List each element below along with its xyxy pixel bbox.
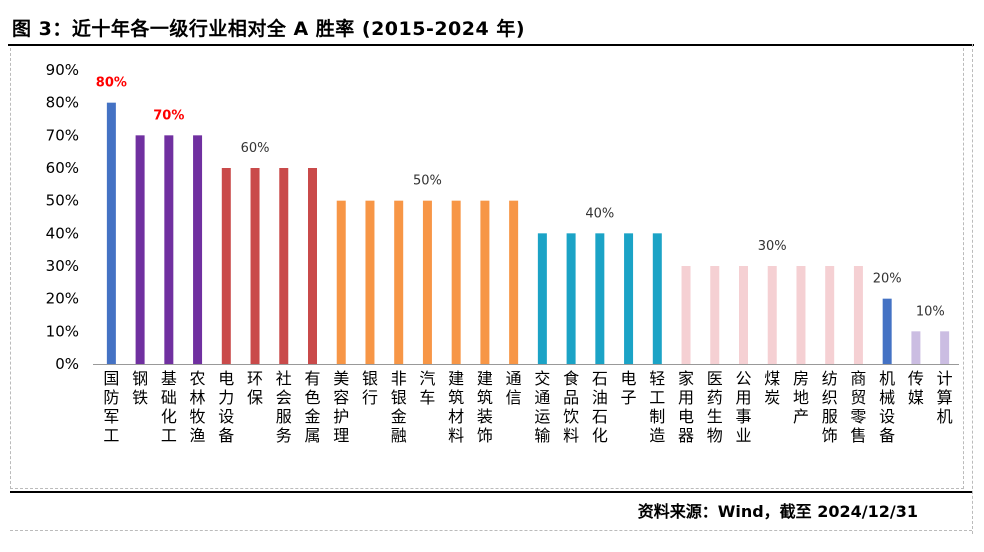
category-label: 煤炭 [764, 369, 780, 407]
bar [164, 135, 174, 364]
y-tick-label: 90% [46, 61, 79, 79]
value-annotation: 10% [916, 304, 945, 319]
bottom-border [10, 530, 972, 531]
category-label: 传媒 [908, 369, 924, 407]
category-label: 建筑装饰 [477, 369, 493, 445]
value-annotation: 40% [585, 206, 614, 221]
bar [422, 200, 432, 364]
y-tick-label: 10% [46, 322, 79, 340]
category-label: 国防军工 [103, 369, 119, 445]
category-label: 有色金属 [304, 369, 320, 445]
chart-title: 图 3：近十年各一级行业相对全 A 胜率 (2015-2024 年) [12, 18, 526, 40]
category-label: 电子 [621, 369, 637, 407]
y-tick-label: 50% [46, 192, 79, 210]
y-tick-label: 20% [46, 290, 79, 308]
category-label: 医药生物 [707, 369, 723, 445]
bar [595, 233, 605, 364]
bar [308, 168, 317, 364]
y-tick-label: 80% [46, 94, 79, 112]
category-label: 非银金融 [391, 369, 407, 445]
y-tick-label: 0% [55, 355, 79, 373]
right-border [972, 44, 973, 534]
source-note: 资料来源：Wind，截至 2024/12/31 [637, 502, 918, 521]
category-label: 食品饮料 [563, 369, 579, 445]
bar [365, 200, 375, 364]
bar-chart: 0% 10% 20% 30% 40% 50% 60% 70% 80% 90% 国防军工钢铁基础化工… [46, 61, 959, 445]
bar [509, 200, 519, 364]
category-label: 房地产 [793, 369, 809, 426]
bar [193, 135, 203, 364]
bar [710, 266, 720, 364]
bar [451, 200, 461, 364]
bar [480, 200, 490, 364]
bars [106, 102, 950, 364]
y-axis: 0% 10% 20% 30% 40% 50% 60% 70% 80% 90% [46, 61, 79, 373]
bar [279, 168, 289, 364]
value-annotation: 80% [96, 76, 127, 91]
category-label: 计算机 [937, 369, 953, 426]
bar [825, 266, 835, 364]
bar [394, 200, 404, 364]
value-annotation: 70% [153, 108, 184, 123]
bar [796, 266, 806, 364]
value-annotation: 30% [758, 239, 787, 254]
y-tick-label: 60% [46, 159, 79, 177]
category-label: 环保 [247, 369, 263, 407]
category-label: 农林牧渔 [190, 369, 206, 445]
bar [652, 233, 662, 364]
source-divider [10, 491, 972, 493]
bar [250, 168, 260, 364]
category-label: 轻工制造 [649, 369, 665, 445]
category-label: 电力设备 [218, 369, 234, 445]
value-annotation: 20% [873, 272, 902, 287]
y-tick-label: 40% [46, 224, 79, 242]
category-label: 银行 [362, 369, 378, 407]
bar [911, 331, 921, 364]
value-annotation: 50% [413, 174, 442, 189]
value-annotation: 60% [241, 141, 270, 156]
category-labels: 国防军工钢铁基础化工农林牧渔电力设备环保社会服务有色金属美容护理银行非银金融汽车… [103, 369, 952, 445]
category-label: 汽车 [419, 369, 435, 407]
category-label: 钢铁 [132, 369, 148, 407]
bar [853, 266, 863, 364]
category-label: 建筑材料 [448, 369, 464, 445]
category-label: 基础化工 [161, 369, 177, 445]
bar [106, 102, 116, 364]
y-tick-label: 70% [46, 126, 79, 144]
category-label: 社会服务 [276, 369, 292, 445]
title-bar: 图 3：近十年各一级行业相对全 A 胜率 (2015-2024 年) [8, 6, 974, 46]
bar [135, 135, 145, 364]
category-label: 机械设备 [879, 369, 895, 445]
bar [624, 233, 634, 364]
annotations: 80% 70% 60% 50% 40% 30% 20% 10% [96, 76, 945, 320]
bar [681, 266, 691, 364]
bar [336, 200, 346, 364]
category-label: 商贸零售 [850, 369, 866, 445]
y-tick-label: 30% [46, 257, 79, 275]
bar [537, 233, 547, 364]
bar [221, 168, 231, 364]
category-label: 家用电器 [678, 369, 694, 445]
bar [566, 233, 576, 364]
category-label: 公用事业 [735, 369, 751, 445]
category-label: 美容护理 [333, 369, 349, 445]
bar [940, 331, 950, 364]
category-label: 纺织服饰 [822, 369, 838, 445]
category-label: 通信 [506, 369, 522, 407]
chart-area: 0% 10% 20% 30% 40% 50% 60% 70% 80% 90% 国防军工 钢铁 基础化工… [10, 48, 964, 489]
category-label: 石油石化 [592, 369, 608, 445]
bar [882, 298, 892, 364]
bar [739, 266, 748, 364]
bar [767, 266, 777, 364]
category-label: 交通运输 [534, 369, 550, 445]
